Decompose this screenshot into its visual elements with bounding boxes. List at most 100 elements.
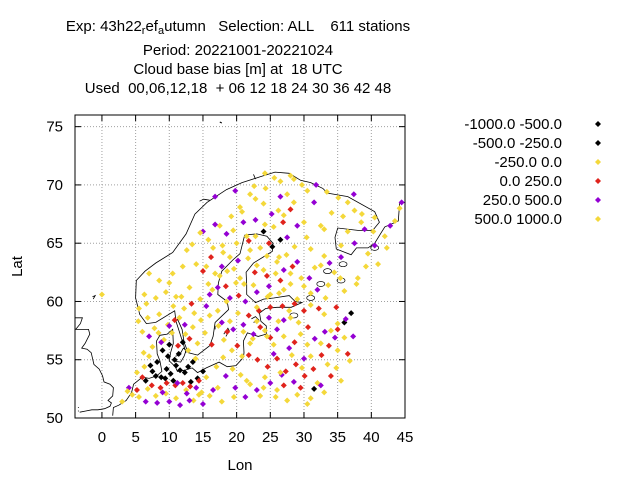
station-marker-series-3: [327, 373, 334, 380]
station-marker-series-4: [350, 333, 357, 340]
station-marker-series-2: [300, 219, 307, 226]
station-marker-series-5: [210, 244, 217, 251]
station-marker-series-2: [168, 329, 175, 336]
station-marker-series-4: [142, 398, 149, 405]
station-marker-series-2: [156, 311, 163, 318]
station-marker-series-5: [287, 172, 294, 179]
station-marker-series-2: [307, 353, 314, 360]
station-marker-series-2: [280, 333, 287, 340]
station-marker-series-5: [189, 241, 196, 248]
station-marker-series-2: [223, 298, 230, 305]
station-marker-series-5: [262, 185, 269, 192]
station-marker-series-4: [265, 283, 272, 290]
station-marker-series-1: [171, 356, 178, 363]
grid-lines: [75, 115, 405, 418]
station-marker-series-2: [307, 246, 314, 253]
station-marker-series-3: [315, 305, 322, 312]
station-marker-series-2: [381, 233, 388, 240]
station-marker-series-4: [371, 242, 378, 249]
station-marker-series-4: [206, 291, 213, 298]
station-marker-series-2: [354, 275, 361, 282]
station-marker-series-4: [314, 286, 321, 293]
station-marker-series-2: [304, 401, 311, 408]
title-line-1: Exp: 43h22refautumn Selection: ALL 611 s…: [0, 17, 476, 41]
title-subscript-a: a: [157, 25, 165, 37]
station-marker-series-0: [189, 359, 196, 366]
station-marker-series-4: [267, 380, 274, 387]
station-marker-series-4: [177, 402, 184, 409]
legend-entry-label: -1000.0 -500.0: [464, 116, 562, 133]
station-marker-series-4: [212, 221, 219, 228]
station-marker-series-3: [334, 326, 341, 333]
station-marker-series-5: [264, 293, 271, 300]
station-marker-series-2: [325, 282, 332, 289]
station-marker-series-3: [280, 382, 287, 389]
station-marker-series-2: [317, 340, 324, 347]
station-marker-series-5: [220, 249, 227, 256]
y-tick-label: 60: [46, 293, 63, 310]
legend-entry-marker: [595, 178, 601, 184]
station-marker-series-5: [298, 364, 305, 371]
station-marker-series-2: [119, 398, 126, 405]
station-marker-series-5: [247, 340, 254, 347]
station-marker-series-1: [187, 378, 194, 385]
station-marker-series-2: [253, 262, 260, 269]
title-subscript-r: r: [141, 25, 146, 37]
station-marker-series-4: [240, 219, 247, 226]
legend-entry-label: -250.0 0.0: [494, 154, 562, 171]
station-marker-series-1: [199, 368, 206, 375]
station-marker-series-3: [280, 219, 287, 226]
station-marker-series-4: [218, 263, 225, 270]
station-marker-series-4: [270, 350, 277, 357]
station-marker-series-5: [295, 319, 302, 326]
station-marker-series-2: [334, 347, 341, 354]
station-marker-series-1: [277, 236, 284, 243]
station-marker-series-5: [220, 336, 227, 343]
station-marker-series-4: [342, 315, 349, 322]
station-marker-series-2: [364, 250, 371, 257]
station-marker-series-0: [269, 243, 276, 250]
station-marker-series-5: [317, 222, 324, 229]
legend: -1000.0 -500.0 -500.0 -250.0 -250.0 0.0 0.0…: [464, 116, 601, 228]
station-marker-series-3: [264, 363, 271, 370]
station-marker-series-5: [197, 229, 204, 236]
station-marker-series-2: [229, 366, 236, 373]
station-marker-series-5: [303, 234, 310, 241]
station-marker-series-5: [218, 398, 225, 405]
station-marker-series-0: [348, 310, 355, 317]
station-marker-series-2: [257, 392, 264, 399]
station-marker-series-5: [275, 207, 282, 214]
station-marker-series-4: [294, 222, 301, 229]
station-marker-series-2: [277, 178, 284, 185]
station-marker-series-0: [311, 385, 318, 392]
station-marker-series-2: [205, 236, 212, 243]
station-marker-series-5: [322, 294, 329, 301]
station-marker-series-3: [279, 303, 286, 310]
station-marker-series-2: [206, 392, 213, 399]
station-marker-series-4: [361, 226, 368, 233]
title-line-2: Period: 20221001-20221024: [142, 42, 334, 59]
plot-frame: [74, 114, 406, 419]
station-marker-series-4: [159, 389, 166, 396]
x-tick-label: 20: [228, 429, 245, 446]
station-marker-series-1: [162, 375, 169, 382]
station-marker-series-2: [201, 329, 208, 336]
station-marker-series-3: [245, 352, 252, 359]
station-marker-series-2: [205, 280, 212, 287]
station-marker-series-4: [232, 187, 239, 194]
station-marker-series-5: [298, 181, 305, 188]
legend-entry-label: 0.0 250.0: [499, 173, 562, 190]
station-marker-series-3: [301, 373, 308, 380]
station-marker-series-0: [154, 359, 161, 366]
station-marker-series-5: [263, 333, 270, 340]
station-marker-series-2: [396, 205, 403, 212]
legend-entry-marker: [595, 140, 601, 146]
station-marker-series-4: [317, 382, 324, 389]
station-marker-series-0: [175, 350, 182, 357]
station-marker-series-3: [310, 366, 317, 373]
legend-entry-label: 250.0 500.0: [483, 192, 562, 209]
station-marker-series-2: [287, 314, 294, 321]
x-tick-label: 0: [98, 429, 106, 446]
station-marker-series-2: [213, 363, 220, 370]
station-marker-series-2: [243, 233, 250, 240]
